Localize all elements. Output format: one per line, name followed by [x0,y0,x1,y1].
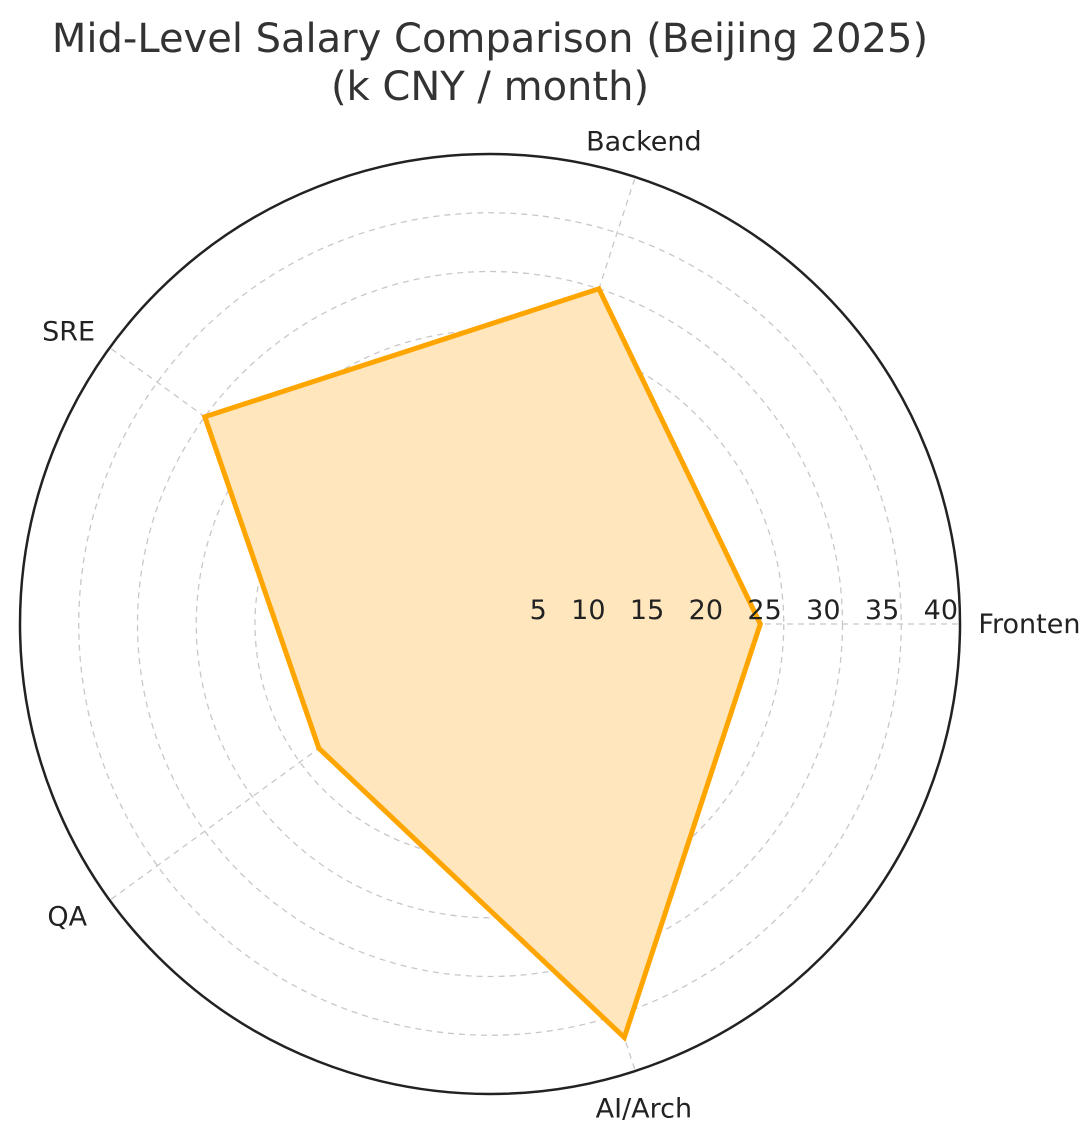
r-tick-label: 40 [924,595,958,626]
r-tick-label: 30 [806,595,840,626]
r-tick-label: 5 [530,595,547,626]
category-label: SRE [42,316,95,347]
category-label: AI/Arch [596,1094,692,1125]
series-polygon [201,285,763,1043]
chart-title: Mid-Level Salary Comparison (Beijing 202… [52,16,928,62]
r-tick-label: 25 [747,595,781,626]
category-label: Frontend [978,609,1080,640]
series [201,285,763,1043]
r-tick-label: 15 [630,595,664,626]
outer-frame [18,152,962,1096]
category-label: Backend [586,126,701,157]
category-label: QA [47,902,87,933]
chart-subtitle: (k CNY / month) [331,64,649,110]
r-tick-label: 35 [865,595,899,626]
labels: 5 10 15 20 25 30 35 40 Frontend Backend SRE QA AI/Ar… [42,126,1080,1124]
grid-ring [195,329,785,919]
r-tick-label: 20 [689,595,723,626]
r-tick-label: 10 [571,595,605,626]
